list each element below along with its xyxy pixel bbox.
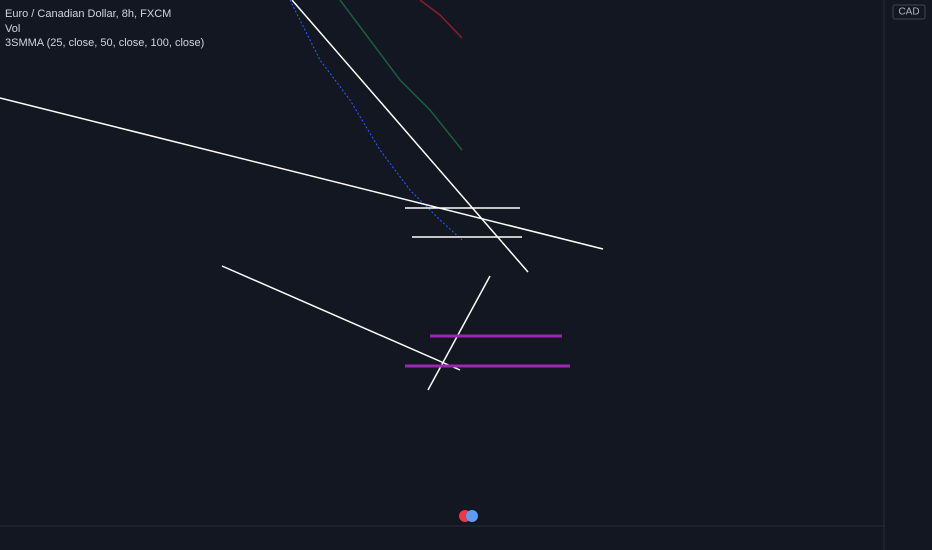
- trend-line: [0, 97, 604, 250]
- trend-line: [291, 0, 529, 273]
- drawings: [0, 0, 604, 391]
- trend-line: [427, 275, 491, 391]
- trend-line: [221, 265, 461, 371]
- price-axis: [884, 0, 932, 550]
- ma-line: [419, 0, 463, 39]
- indicator-label: 3SMMA (25, close, 50, close, 100, close): [5, 37, 204, 49]
- moving-averages: [289, 0, 463, 241]
- event-icon[interactable]: [466, 510, 478, 522]
- volume-label: Vol: [5, 23, 20, 35]
- currency-box[interactable]: [892, 4, 926, 20]
- symbol-title: Euro / Canadian Dollar, 8h, FXCM: [5, 8, 171, 20]
- ma-line: [339, 0, 463, 151]
- currency-label[interactable]: CAD: [898, 7, 919, 18]
